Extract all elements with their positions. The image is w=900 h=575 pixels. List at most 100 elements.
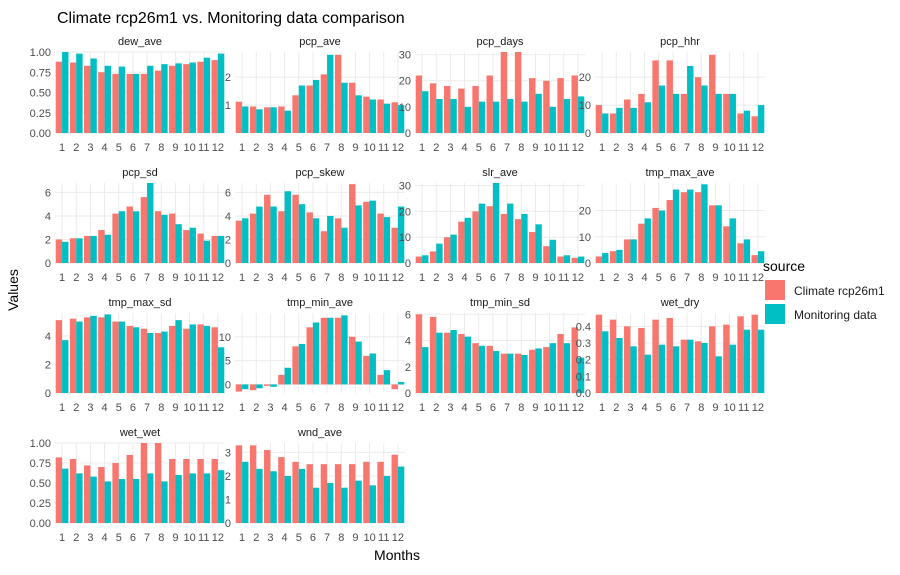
bar-slr_ave-climate-12 xyxy=(571,257,578,263)
bar-slr_ave-monitoring-10 xyxy=(549,239,556,263)
x-tick-label: 9 xyxy=(172,142,178,154)
bar-tmp_min_sd-climate-10 xyxy=(543,347,550,393)
bar-tmp_min_sd-monitoring-3 xyxy=(450,330,457,393)
bar-wet_dry-monitoring-7 xyxy=(687,339,694,393)
bar-dew_ave-climate-4 xyxy=(98,72,105,133)
bar-wnd_ave-climate-5 xyxy=(292,461,299,523)
bar-tmp_min_sd-monitoring-1 xyxy=(422,347,429,393)
bar-tmp_max_ave-climate-9 xyxy=(709,205,716,263)
bar-pcp_hhr-monitoring-4 xyxy=(644,102,651,133)
y-tick-label: 3 xyxy=(225,447,231,459)
x-tick-label: 4 xyxy=(102,532,108,544)
bar-tmp_max_ave-monitoring-1 xyxy=(602,253,609,263)
bar-wnd_ave-climate-9 xyxy=(349,464,356,523)
bar-pcp_skew-monitoring-11 xyxy=(383,217,391,263)
x-tick-label: 12 xyxy=(392,142,404,154)
bar-wnd_ave-monitoring-9 xyxy=(355,480,362,523)
bar-tmp_max_ave-monitoring-9 xyxy=(715,205,722,263)
bar-wet_dry-climate-4 xyxy=(638,328,645,393)
bar-pcp_ave-monitoring-9 xyxy=(355,95,362,133)
x-tick-label: 1 xyxy=(599,402,605,414)
legend-label-monitoring: Monitoring data xyxy=(794,308,877,322)
y-tick-label: 0 xyxy=(405,388,411,400)
x-tick-label: 4 xyxy=(282,272,288,284)
bar-tmp_max_ave-monitoring-7 xyxy=(687,189,694,263)
bar-tmp_max_sd-climate-1 xyxy=(55,320,63,393)
bar-tmp_max_sd-climate-5 xyxy=(112,321,119,393)
x-tick-label: 8 xyxy=(518,272,524,284)
bar-tmp_max_sd-climate-8 xyxy=(154,333,162,393)
bar-wnd_ave-monitoring-10 xyxy=(369,485,376,523)
bar-pcp_hhr-climate-4 xyxy=(638,93,645,133)
x-tick-label: 3 xyxy=(267,272,273,284)
x-tick-label: 2 xyxy=(253,142,259,154)
x-tick-label: 4 xyxy=(462,142,468,154)
bar-dew_ave-climate-8 xyxy=(154,70,162,133)
bar-slr_ave-climate-1 xyxy=(415,256,423,263)
x-tick-label: 5 xyxy=(296,402,302,414)
x-tick-label: 4 xyxy=(462,272,468,284)
x-tick-label: 11 xyxy=(738,272,749,284)
x-tick-label: 4 xyxy=(642,402,648,414)
x-tick-label: 12 xyxy=(392,272,404,284)
bar-tmp_min_ave-climate-6 xyxy=(306,327,313,385)
bar-tmp_max_ave-monitoring-10 xyxy=(729,218,736,263)
bar-pcp_days-monitoring-6 xyxy=(492,101,500,133)
x-tick-label: 11 xyxy=(558,142,569,154)
bar-wet_wet-monitoring-3 xyxy=(90,476,97,523)
y-tick-label: 2 xyxy=(45,234,51,246)
x-tick-label: 7 xyxy=(324,532,330,544)
x-tick-label: 5 xyxy=(116,402,122,414)
bar-tmp_min_sd-climate-1 xyxy=(415,314,423,393)
bar-wnd_ave-climate-8 xyxy=(334,464,342,523)
bar-tmp_max_sd-monitoring-4 xyxy=(104,314,111,393)
bar-dew_ave-monitoring-12 xyxy=(217,53,225,134)
bar-pcp_skew-climate-9 xyxy=(349,184,356,263)
x-tick-label: 1 xyxy=(599,142,605,154)
bar-wet_wet-climate-3 xyxy=(84,465,91,523)
bar-tmp_max_ave-climate-4 xyxy=(638,223,645,263)
x-tick-label: 3 xyxy=(447,142,453,154)
x-tick-label: 9 xyxy=(172,272,178,284)
bar-tmp_min_sd-climate-6 xyxy=(486,345,493,393)
bar-pcp_days-climate-12 xyxy=(571,75,578,133)
y-tick-label: 10 xyxy=(219,332,231,344)
bar-tmp_min_sd-monitoring-6 xyxy=(492,351,500,393)
x-tick-label: 9 xyxy=(532,272,538,284)
bar-wet_dry-monitoring-10 xyxy=(729,344,736,393)
y-tick-label: 0.75 xyxy=(30,67,51,79)
y-tick-label: 1.00 xyxy=(30,438,51,450)
bar-wnd_ave-climate-12 xyxy=(391,454,398,523)
bar-dew_ave-monitoring-3 xyxy=(90,58,97,134)
y-tick-label: 10 xyxy=(579,100,591,112)
x-tick-label: 11 xyxy=(378,142,389,154)
bar-wet_wet-climate-11 xyxy=(197,459,204,523)
x-tick-label: 6 xyxy=(490,272,496,284)
y-tick-label: 2 xyxy=(45,359,51,371)
bar-tmp_max_sd-monitoring-12 xyxy=(217,347,225,393)
bar-slr_ave-climate-4 xyxy=(458,221,465,263)
bar-pcp_ave-climate-1 xyxy=(235,101,243,133)
x-tick-label: 5 xyxy=(476,142,482,154)
x-tick-label: 3 xyxy=(87,272,93,284)
bar-dew_ave-climate-11 xyxy=(197,61,204,133)
bar-pcp_days-climate-11 xyxy=(557,78,564,133)
x-tick-label: 11 xyxy=(378,402,389,414)
y-tick-label: 6 xyxy=(225,187,231,199)
x-tick-label: 5 xyxy=(296,272,302,284)
bar-tmp_max_sd-climate-6 xyxy=(126,325,133,393)
bar-tmp_max_sd-climate-9 xyxy=(169,325,176,393)
x-tick-label: 1 xyxy=(59,402,65,414)
x-tick-label: 5 xyxy=(656,402,662,414)
bar-wnd_ave-climate-11 xyxy=(377,461,384,523)
bar-tmp_min_ave-monitoring-6 xyxy=(312,322,320,385)
bar-dew_ave-monitoring-1 xyxy=(62,52,69,133)
x-tick-label: 5 xyxy=(116,532,122,544)
bar-wnd_ave-climate-7 xyxy=(320,464,328,523)
bar-wet_wet-monitoring-12 xyxy=(217,470,225,523)
